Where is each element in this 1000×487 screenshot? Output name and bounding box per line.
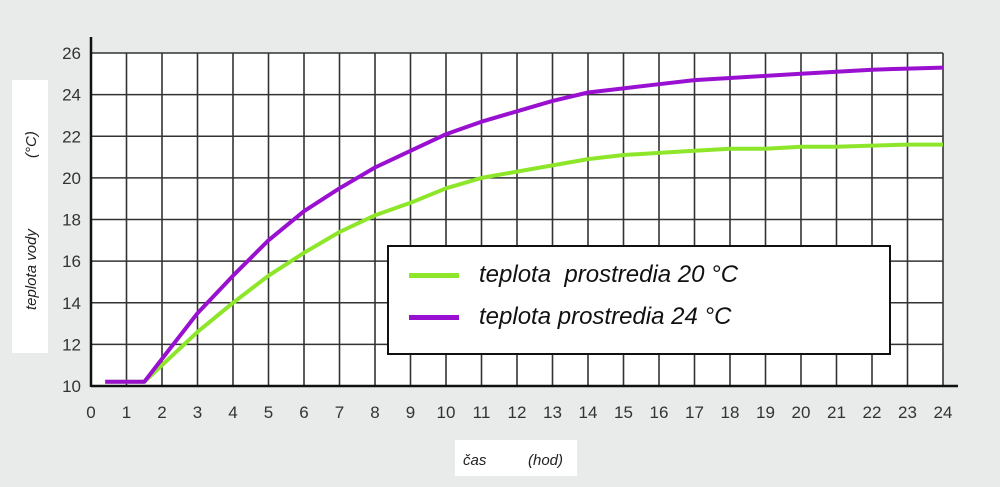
x-tick-label: 18 <box>721 403 740 422</box>
x-tick-label: 7 <box>335 403 344 422</box>
x-axis-unit: (hod) <box>528 452 563 469</box>
y-axis-unit: (°C) <box>23 131 40 158</box>
x-tick-label: 0 <box>86 403 95 422</box>
legend-item-20: teplota prostredia 20 °C <box>409 261 738 289</box>
x-axis-label: čas <box>463 452 487 469</box>
x-tick-label: 4 <box>228 403 237 422</box>
x-tick-label: 9 <box>406 403 415 422</box>
legend: teplota prostredia 20 °C teplota prostre… <box>387 245 891 355</box>
x-axis-label-box <box>455 440 577 476</box>
y-tick-label: 22 <box>62 127 81 146</box>
x-tick-label: 14 <box>579 403 598 422</box>
x-tick-label: 19 <box>756 403 775 422</box>
legend-swatch-purple <box>409 314 459 320</box>
x-tick-label: 22 <box>863 403 882 422</box>
x-tick-label: 3 <box>193 403 202 422</box>
y-tick-label: 18 <box>62 211 81 230</box>
legend-item-24: teplota prostredia 24 °C <box>409 303 731 331</box>
x-tick-label: 16 <box>650 403 669 422</box>
x-tick-label: 20 <box>792 403 811 422</box>
series-line-0 <box>105 142 943 384</box>
legend-swatch-green <box>409 272 459 278</box>
y-tick-label: 10 <box>62 377 81 396</box>
x-tick-label: 21 <box>827 403 846 422</box>
x-tick-label: 1 <box>122 403 131 422</box>
x-tick-label: 24 <box>934 403 953 422</box>
y-tick-label: 16 <box>62 252 81 271</box>
x-tick-label: 13 <box>543 403 562 422</box>
y-axis-label-box <box>12 80 48 353</box>
y-tick-label: 14 <box>62 294 81 313</box>
legend-label: teplota prostredia 24 °C <box>479 303 732 330</box>
x-tick-label: 11 <box>473 403 491 422</box>
y-tick-label: 20 <box>62 169 81 188</box>
x-tick-label: 2 <box>157 403 166 422</box>
y-tick-label: 26 <box>62 44 81 63</box>
x-tick-label: 8 <box>370 403 379 422</box>
series-line-1 <box>105 65 944 384</box>
x-tick-label: 12 <box>508 403 527 422</box>
x-tick-label: 6 <box>299 403 308 422</box>
y-tick-label: 24 <box>62 86 81 105</box>
y-tick-label: 12 <box>62 335 81 354</box>
x-tick-label: 10 <box>437 403 456 422</box>
x-tick-label: 23 <box>898 403 917 422</box>
x-tick-label: 17 <box>685 403 704 422</box>
x-tick-label: 5 <box>264 403 273 422</box>
y-axis-label: teplota vody <box>23 228 40 310</box>
x-tick-label: 15 <box>614 403 633 422</box>
legend-label: teplota prostredia 20 °C <box>479 261 739 288</box>
